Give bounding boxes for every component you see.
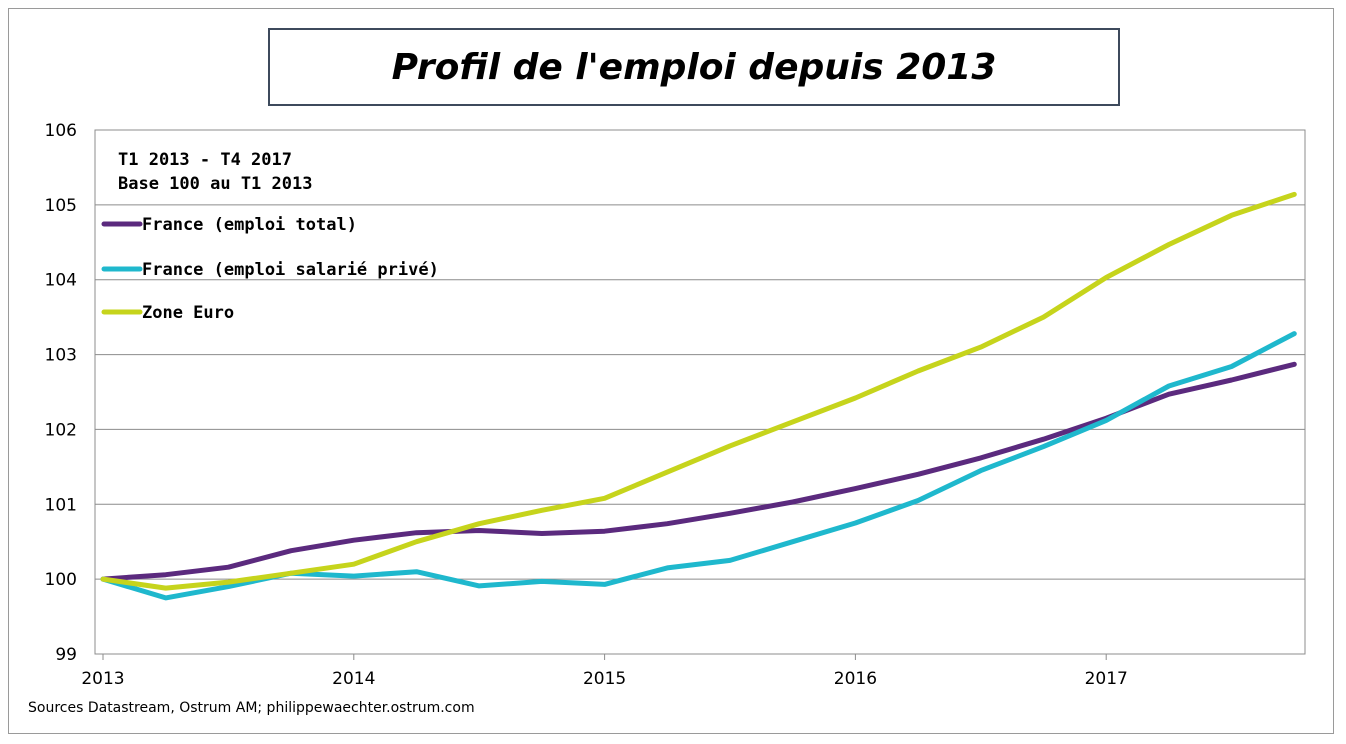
legend-label: Zone Euro (142, 303, 234, 323)
plot-area (94, 129, 1306, 655)
x-tick-label: 2017 (1085, 669, 1128, 689)
y-tick-label: 106 (45, 121, 77, 141)
x-axis-ticks: 2013 2014 2015 2016 2017 (81, 654, 1128, 689)
series-line-2 (100, 191, 1297, 591)
y-tick-label: 101 (45, 495, 77, 515)
y-axis-ticks: 99 100 101 102 103 104 105 106 (45, 121, 77, 665)
source-note: Sources Datastream, Ostrum AM; philippew… (28, 700, 475, 716)
y-tick-label: 102 (45, 420, 77, 440)
x-tick-label: 2016 (834, 669, 877, 689)
x-tick-label: 2013 (81, 669, 124, 689)
legend-label: France (emploi salarié privé) (142, 260, 439, 280)
y-tick-label: 104 (45, 271, 77, 291)
note-base: Base 100 au T1 2013 (118, 174, 312, 194)
series-lines (100, 191, 1297, 601)
chart-frame (8, 8, 1334, 734)
y-tick-label: 103 (45, 346, 77, 366)
y-tick-label: 100 (45, 570, 77, 590)
y-tick-label: 105 (45, 196, 77, 216)
title-box: Profil de l'emploi depuis 2013 (268, 28, 1120, 106)
gridlines (94, 129, 1306, 655)
chart-title: Profil de l'emploi depuis 2013 (391, 46, 997, 88)
x-tick-label: 2015 (583, 669, 626, 689)
legend-label: France (emploi total) (142, 215, 357, 235)
y-tick-label: 99 (55, 645, 77, 665)
series-line-0 (100, 361, 1297, 582)
note-period: T1 2013 - T4 2017 (118, 150, 292, 170)
x-tick-label: 2014 (332, 669, 375, 689)
legend: France (emploi total) France (emploi sala… (101, 215, 439, 323)
series-line-1 (100, 331, 1297, 601)
